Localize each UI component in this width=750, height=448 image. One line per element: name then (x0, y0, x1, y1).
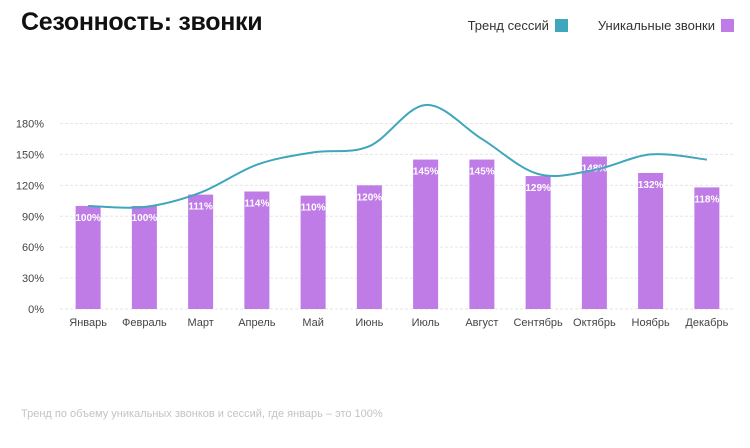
x-tick-label: Июнь (355, 317, 383, 329)
chart-title: Сезонность: звонки (21, 8, 263, 36)
bar (638, 172, 664, 309)
x-tick-label: Сентябрь (513, 317, 563, 329)
bar (300, 195, 326, 309)
bar-value-label: 145% (469, 167, 495, 178)
y-tick-label: 180% (16, 119, 44, 131)
x-tick-label: Март (187, 317, 213, 329)
y-tick-label: 0% (28, 304, 44, 316)
bar (75, 205, 101, 309)
y-tick-label: 90% (22, 211, 44, 223)
x-tick-label: Апрель (238, 317, 276, 329)
bar (694, 187, 720, 309)
bar-value-label: 118% (694, 194, 719, 205)
legend-swatch-calls (721, 19, 734, 32)
bar-value-label: 111% (188, 202, 213, 213)
bar-value-label: 132% (638, 180, 664, 191)
x-tick-label: Февраль (122, 317, 167, 329)
bar-value-label: 110% (301, 203, 326, 214)
bar-value-label: 120% (357, 192, 383, 203)
x-tick-label: Август (465, 317, 498, 329)
bar (244, 191, 270, 309)
bar-value-label: 129% (525, 183, 551, 194)
bar (356, 185, 382, 309)
bar-value-label: 145% (413, 167, 439, 178)
bar (581, 156, 607, 309)
chart-legend: Тренд сессий Уникальные звонки (438, 18, 734, 33)
bar-value-label: 100% (75, 213, 101, 224)
sessions-trend-line (88, 103, 707, 209)
legend-item-calls: Уникальные звонки (598, 18, 734, 33)
x-tick-label: Ноябрь (632, 317, 670, 329)
bar (525, 176, 551, 309)
footnote: Тренд по объему уникальных звонков и сес… (21, 408, 383, 420)
legend-label-calls: Уникальные звонки (597, 18, 715, 33)
bar (469, 159, 495, 309)
bar (413, 159, 439, 309)
bar-value-label: 100% (132, 213, 158, 224)
x-tick-label: Декабрь (685, 317, 728, 329)
y-tick-label: 150% (16, 149, 44, 161)
x-tick-label: Январь (69, 317, 107, 329)
bar (188, 194, 214, 309)
y-tick-label: 60% (22, 242, 44, 254)
x-tick-label: Октябрь (573, 317, 616, 329)
legend-item-sessions: Тренд сессий (468, 18, 568, 33)
x-tick-label: Май (302, 317, 324, 329)
x-tick-label: Июль (412, 317, 440, 329)
y-tick-label: 120% (16, 180, 44, 192)
legend-label-sessions: Тренд сессий (467, 18, 549, 33)
legend-swatch-sessions (554, 19, 568, 32)
bar (131, 205, 157, 309)
y-tick-label: 30% (22, 273, 44, 285)
bar-value-label: 114% (244, 199, 269, 210)
